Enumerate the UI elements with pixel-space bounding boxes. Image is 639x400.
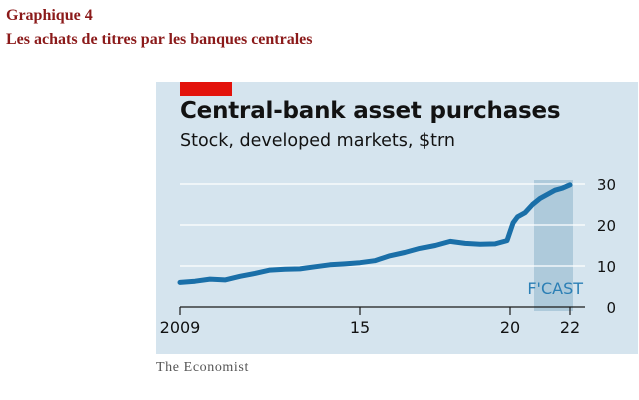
series-line	[177, 182, 573, 285]
chart-title: Central-bank asset purchases	[180, 98, 561, 124]
y-tick-label: 10	[597, 258, 616, 276]
y-tick-label: 30	[597, 176, 616, 194]
y-tick-label: 0	[606, 299, 616, 317]
x-tick-label: 2009	[160, 318, 201, 337]
x-tick-label: 20	[500, 318, 520, 337]
source-credit: The Economist	[156, 360, 249, 375]
brand-red-tag	[180, 82, 232, 96]
x-tick-label: 22	[560, 318, 580, 337]
forecast-label: F'CAST	[527, 279, 583, 298]
forecast-shade	[534, 180, 573, 311]
y-tick-label: 20	[597, 217, 616, 235]
figure-number: Graphique 4	[6, 7, 93, 24]
x-tick-label: 15	[350, 318, 370, 337]
figure-caption: Les achats de titres par les banques cen…	[6, 31, 313, 48]
chart-subtitle: Stock, developed markets, $trn	[180, 131, 455, 151]
